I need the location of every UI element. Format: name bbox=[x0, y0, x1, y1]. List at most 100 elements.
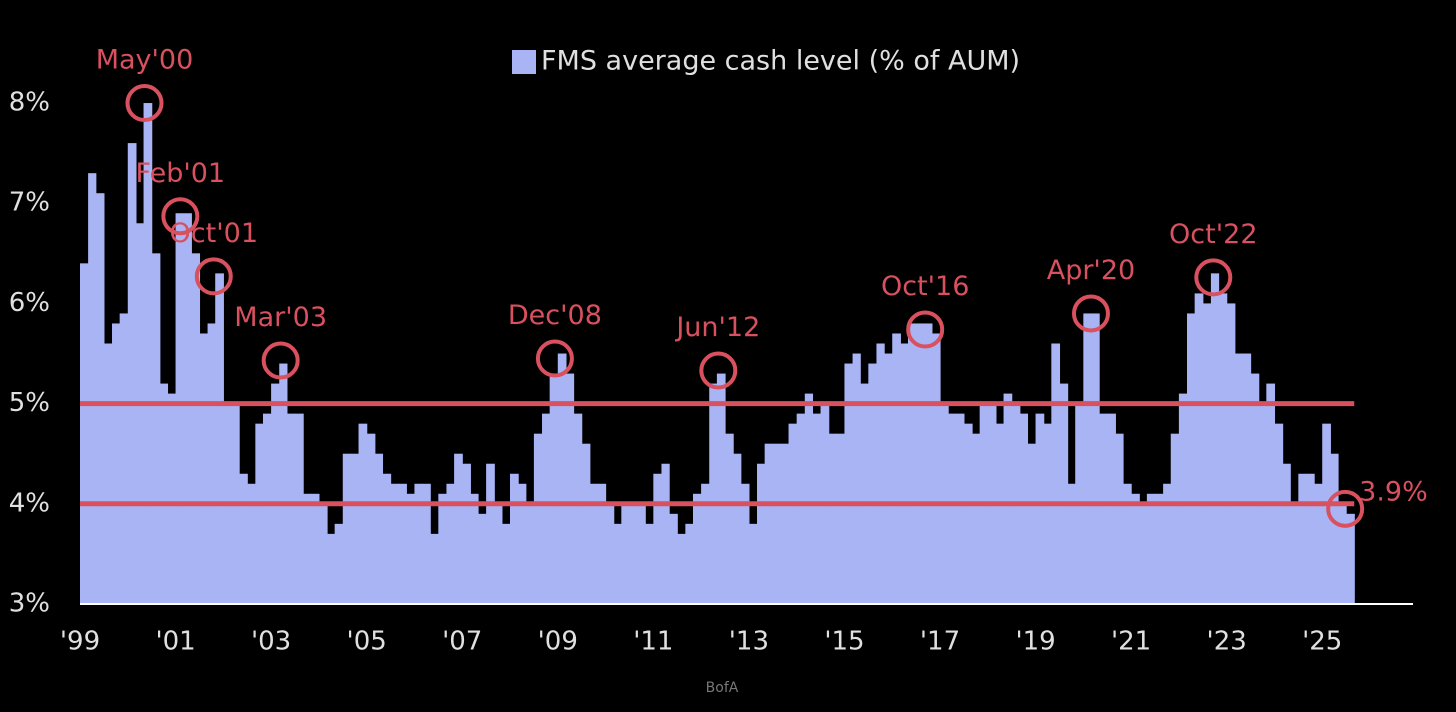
bar bbox=[661, 463, 670, 604]
bar bbox=[295, 413, 304, 604]
bar bbox=[95, 193, 105, 604]
annotation-label: Jun'12 bbox=[674, 312, 760, 343]
bar bbox=[1035, 413, 1045, 604]
bar bbox=[1346, 513, 1355, 604]
x-tick-label: '03 bbox=[251, 627, 291, 657]
bar bbox=[159, 383, 169, 604]
bar bbox=[486, 463, 495, 604]
x-tick-label: '07 bbox=[442, 627, 482, 657]
bar bbox=[557, 353, 567, 604]
bar bbox=[764, 443, 774, 604]
bar bbox=[438, 493, 448, 604]
bar bbox=[279, 363, 288, 604]
annotation-label: Mar'03 bbox=[234, 302, 327, 333]
annotation-circle bbox=[1326, 489, 1365, 528]
bar bbox=[1298, 473, 1308, 604]
bar bbox=[924, 323, 933, 604]
bar bbox=[477, 513, 487, 604]
bar bbox=[366, 433, 376, 604]
bar bbox=[207, 323, 216, 604]
bar bbox=[1218, 293, 1228, 604]
x-tick-label: '05 bbox=[347, 627, 387, 657]
bar bbox=[692, 493, 702, 604]
bar bbox=[589, 483, 599, 604]
bar bbox=[215, 273, 224, 604]
bar bbox=[1051, 343, 1061, 604]
bar bbox=[860, 383, 869, 604]
bar bbox=[112, 323, 121, 604]
bar bbox=[716, 373, 726, 604]
bar bbox=[271, 383, 280, 604]
bar bbox=[963, 423, 973, 604]
y-tick-label: 7% bbox=[9, 188, 50, 218]
bar bbox=[310, 493, 320, 604]
y-tick-label: 8% bbox=[9, 88, 50, 118]
bar bbox=[629, 503, 639, 604]
y-tick-label: 6% bbox=[9, 288, 50, 318]
bar bbox=[1091, 313, 1100, 604]
bar bbox=[1330, 453, 1339, 604]
bar bbox=[175, 213, 185, 604]
bar bbox=[892, 333, 901, 604]
bar bbox=[119, 313, 129, 604]
bar bbox=[955, 413, 965, 604]
bar bbox=[239, 473, 248, 604]
bar bbox=[1242, 353, 1252, 604]
bar bbox=[350, 453, 360, 604]
bar bbox=[1146, 493, 1156, 604]
bar bbox=[573, 413, 583, 604]
bar bbox=[494, 503, 503, 604]
bar bbox=[286, 413, 296, 604]
bar bbox=[1282, 463, 1291, 604]
x-tick-label: '01 bbox=[155, 627, 195, 657]
annotation-circle bbox=[194, 257, 233, 296]
x-tick-label: '23 bbox=[1207, 627, 1247, 657]
annotation-label: Apr'20 bbox=[1047, 255, 1136, 286]
legend-label: FMS average cash level (% of AUM) bbox=[541, 46, 1020, 77]
bar bbox=[414, 483, 424, 604]
annotation-circle bbox=[1194, 258, 1233, 297]
bar bbox=[733, 453, 742, 604]
bar bbox=[812, 413, 822, 604]
bar bbox=[398, 483, 407, 604]
bar bbox=[1234, 353, 1244, 604]
annotation-label: Oct'01 bbox=[170, 218, 258, 249]
bar bbox=[669, 513, 678, 604]
bar bbox=[900, 343, 909, 604]
bar bbox=[907, 323, 917, 604]
bar bbox=[581, 443, 591, 604]
bar bbox=[613, 523, 622, 604]
bar bbox=[1155, 493, 1164, 604]
bar bbox=[653, 473, 663, 604]
bar bbox=[748, 523, 758, 604]
legend-swatch bbox=[512, 50, 536, 74]
bar bbox=[884, 353, 893, 604]
bar bbox=[605, 503, 615, 604]
bar bbox=[1178, 393, 1188, 604]
annotation-circle bbox=[535, 339, 574, 378]
bar bbox=[1266, 383, 1276, 604]
bar bbox=[868, 363, 878, 604]
x-tick-label: '15 bbox=[824, 627, 864, 657]
bar bbox=[1202, 303, 1212, 604]
y-tick-label: 4% bbox=[9, 488, 50, 518]
bar bbox=[836, 433, 846, 604]
annotation-label: Feb'01 bbox=[136, 158, 226, 189]
bar bbox=[1187, 313, 1196, 604]
bar bbox=[725, 433, 734, 604]
bar bbox=[1226, 303, 1236, 604]
bar bbox=[255, 423, 264, 604]
bar bbox=[1274, 423, 1284, 604]
bar bbox=[88, 173, 97, 604]
bar bbox=[358, 423, 368, 604]
y-tick-label: 3% bbox=[9, 589, 50, 619]
bar bbox=[916, 323, 925, 604]
annotation-circle bbox=[1071, 294, 1110, 333]
bar bbox=[303, 493, 312, 604]
bar bbox=[518, 483, 527, 604]
bar bbox=[1043, 423, 1052, 604]
bar bbox=[510, 473, 519, 604]
bar bbox=[788, 423, 798, 604]
bar bbox=[597, 483, 607, 604]
annotation-label: Dec'08 bbox=[508, 300, 602, 331]
